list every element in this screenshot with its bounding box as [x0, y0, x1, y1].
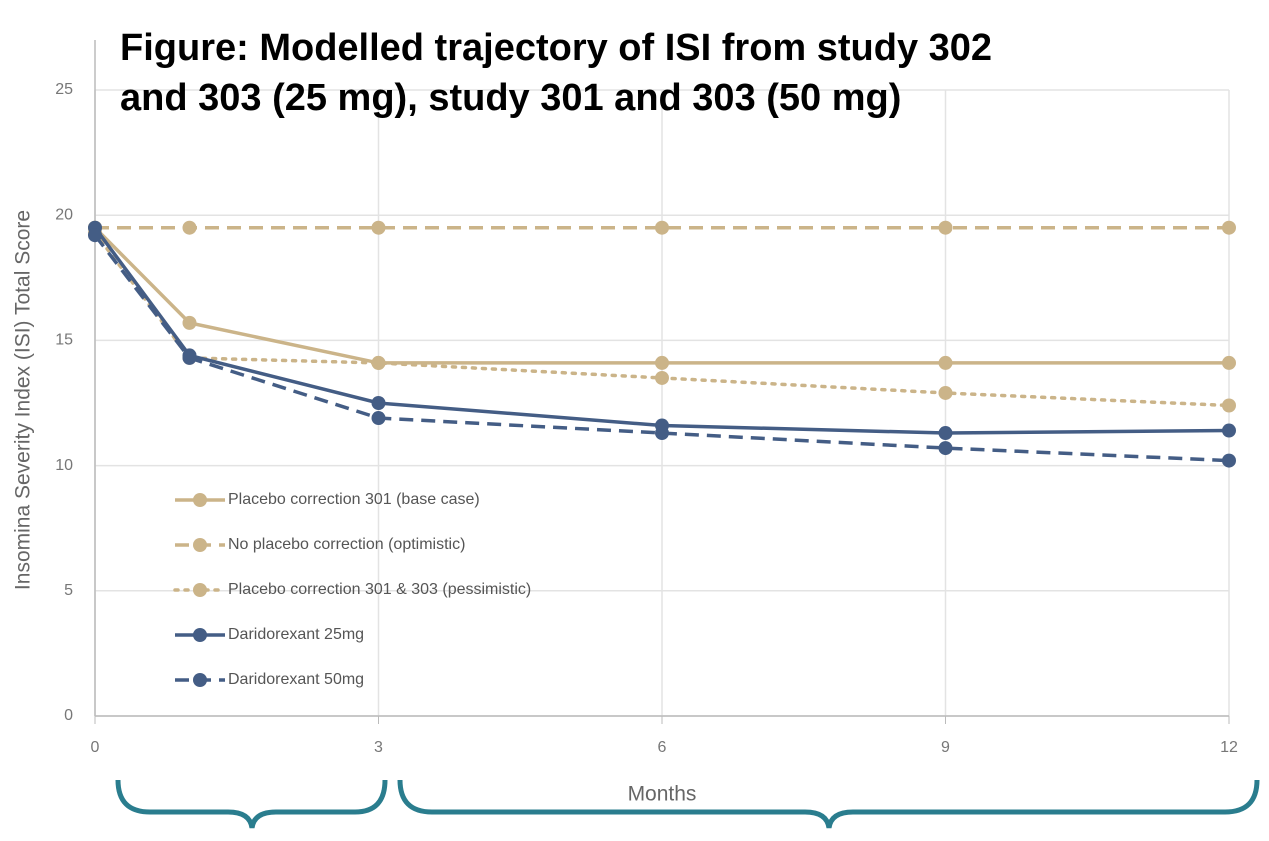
data-point: [655, 370, 669, 385]
y-tick-label: 15: [55, 332, 73, 349]
data-point: [938, 355, 953, 370]
y-tick-label: 20: [55, 206, 73, 223]
data-point: [655, 426, 669, 441]
data-point: [938, 385, 953, 400]
legend-marker: [193, 493, 207, 507]
series-line: [93, 226, 1230, 435]
x-axis-title: Months: [628, 783, 697, 806]
data-point: [938, 426, 953, 441]
bracket: [115, 779, 388, 829]
x-tick-label: 3: [374, 739, 383, 756]
data-point: [371, 355, 386, 370]
data-point: [938, 220, 953, 235]
data-point: [371, 220, 386, 235]
chart-title: Figure: Modelled trajectory of ISI from …: [120, 27, 992, 69]
y-axis-title: Insomina Severity Index (ISI) Total Scor…: [12, 210, 35, 590]
y-tick-label: 10: [55, 457, 73, 474]
x-tick-label: 12: [1220, 739, 1238, 756]
legend-marker: [193, 538, 207, 552]
y-tick-label: 5: [64, 582, 73, 599]
data-point: [1222, 423, 1236, 438]
x-tick-label: 6: [658, 739, 667, 756]
bracket: [397, 779, 1260, 829]
plot-area: 0 5 10 15 20 25 0 3 6 9 12 Placebo correction 301 (…: [55, 40, 1238, 756]
data-point: [371, 396, 386, 410]
legend-label: Daridorexant 25mg: [228, 626, 364, 643]
legend-label: No placebo correction (optimistic): [228, 536, 465, 553]
data-point: [1222, 355, 1236, 370]
data-point: [182, 350, 197, 365]
y-tick-label: 25: [55, 81, 73, 98]
data-point: [88, 228, 102, 243]
series-line: [93, 226, 1229, 365]
data-point: [655, 355, 669, 370]
legend-marker: [193, 673, 207, 687]
legend-label: Daridorexant 50mg: [228, 671, 364, 688]
x-tick-label: 9: [941, 739, 950, 756]
y-tick-label: 0: [64, 707, 73, 724]
chart-title: and 303 (25 mg), study 301 and 303 (50 m…: [120, 77, 901, 119]
legend-marker: [193, 628, 207, 642]
legend-marker: [193, 583, 207, 597]
data-point: [371, 411, 386, 426]
data-point: [1222, 220, 1236, 235]
data-point: [938, 441, 953, 456]
x-tick-label: 0: [91, 739, 100, 756]
series-line: [93, 234, 1230, 463]
data-point: [655, 220, 669, 235]
legend-label: Placebo correction 301 & 303 (pessimisti…: [228, 581, 531, 598]
data-point: [182, 315, 197, 330]
data-point: [182, 220, 197, 235]
legend-label: Placebo correction 301 (base case): [228, 491, 480, 508]
data-point: [1222, 398, 1236, 413]
data-point: [1222, 453, 1236, 468]
